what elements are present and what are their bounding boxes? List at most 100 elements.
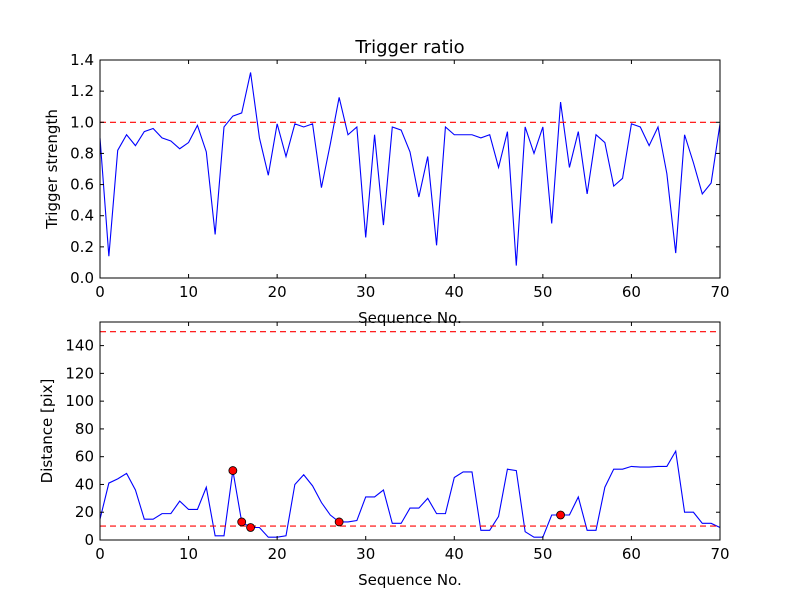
data-point-bottom — [550, 514, 553, 517]
data-point-top — [161, 136, 164, 139]
data-point-bottom — [205, 486, 208, 489]
x-tick-label: 70 — [710, 545, 729, 563]
highlight-marker — [334, 517, 344, 527]
data-point-top — [231, 115, 234, 118]
y-tick-label: 140 — [65, 337, 94, 355]
data-point-top — [347, 133, 350, 136]
y-tick-label: 40 — [75, 475, 94, 493]
y-tick-label: 20 — [75, 503, 94, 521]
data-point-top — [143, 130, 146, 133]
data-point-bottom — [639, 466, 642, 469]
data-point-top — [674, 252, 677, 255]
plot-frame-top — [99, 59, 721, 279]
data-point-bottom — [382, 489, 385, 492]
data-point-top — [426, 155, 429, 158]
data-point-top — [515, 264, 518, 267]
distance-series-group — [99, 449, 721, 539]
data-point-top — [267, 174, 270, 177]
data-point-bottom — [152, 518, 155, 521]
data-point-top — [665, 172, 668, 175]
data-point-bottom — [143, 518, 146, 521]
plot-frame-bottom — [99, 321, 721, 541]
data-point-bottom — [603, 486, 606, 489]
x-tick-label: 20 — [268, 283, 287, 301]
data-point-top — [568, 166, 571, 169]
data-point-top — [471, 133, 474, 136]
y-tick-label: 100 — [65, 392, 94, 410]
x-ticks-top: 0 10 20 30 40 50 60 70 — [95, 60, 730, 301]
data-point-top — [329, 143, 332, 146]
y-tick-label: 120 — [65, 364, 94, 382]
data-point-bottom — [479, 529, 482, 532]
y-tick-label: 0.0 — [70, 269, 94, 287]
data-point-top — [409, 150, 412, 153]
data-point-bottom — [471, 470, 474, 473]
x-ticks-bottom: 0 10 20 30 40 50 60 70 — [95, 322, 730, 563]
data-point-top — [657, 125, 660, 128]
data-point-top — [285, 155, 288, 158]
data-point-top — [595, 133, 598, 136]
data-point-top — [196, 124, 199, 127]
data-point-top — [603, 141, 606, 144]
data-point-top — [125, 133, 128, 136]
distance-threshold-group — [100, 331, 720, 527]
data-point-bottom — [417, 507, 420, 510]
y-tick-label: 0 — [84, 531, 94, 549]
data-point-top — [506, 130, 509, 133]
y-tick-label: 1.4 — [70, 51, 94, 69]
data-point-bottom — [196, 508, 199, 511]
data-point-bottom — [373, 495, 376, 498]
y-axis-label-top: Trigger strength — [43, 109, 61, 230]
trigger-ratio-plot: Trigger ratio 0 10 20 30 40 50 60 70 0.00.20.40… — [43, 37, 730, 327]
data-point-top — [258, 136, 261, 139]
data-point-bottom — [347, 520, 350, 523]
x-tick-label: 50 — [533, 283, 552, 301]
data-point-bottom — [612, 468, 615, 471]
data-point-bottom — [161, 512, 164, 515]
data-point-top — [541, 125, 544, 128]
data-point-bottom — [223, 534, 226, 537]
y-tick-label: 1.0 — [70, 113, 94, 131]
data-point-top — [134, 144, 137, 147]
data-point-top — [178, 147, 181, 150]
data-point-top — [639, 125, 642, 128]
x-tick-label: 70 — [710, 283, 729, 301]
data-point-bottom — [125, 472, 128, 475]
data-point-top — [382, 224, 385, 227]
x-tick-label: 10 — [179, 545, 198, 563]
data-point-top — [249, 71, 252, 74]
data-point-top — [276, 122, 279, 125]
data-point-top — [533, 152, 536, 155]
data-point-bottom — [568, 514, 571, 517]
data-point-bottom — [364, 495, 367, 498]
data-point-bottom — [506, 468, 509, 471]
x-tick-label: 60 — [622, 545, 641, 563]
data-point-bottom — [134, 489, 137, 492]
y-axis-label-bottom: Distance [pix] — [38, 379, 56, 484]
data-point-bottom — [630, 465, 633, 468]
data-point-top — [550, 222, 553, 225]
highlight-marker — [237, 517, 247, 527]
data-point-top — [205, 150, 208, 153]
x-axis-label-top: Sequence No. — [358, 309, 462, 327]
data-point-top — [320, 186, 323, 189]
data-point-top — [577, 130, 580, 133]
data-point-bottom — [267, 536, 270, 539]
y-tick-label: 60 — [75, 448, 94, 466]
data-point-bottom — [533, 536, 536, 539]
x-tick-label: 30 — [356, 283, 375, 301]
data-point-top — [497, 166, 500, 169]
y-tick-label: 1.2 — [70, 82, 94, 100]
data-point-bottom — [595, 529, 598, 532]
data-point-bottom — [577, 495, 580, 498]
data-point-bottom — [648, 466, 651, 469]
data-point-bottom — [169, 512, 172, 515]
data-point-top — [223, 125, 226, 128]
x-tick-label: 40 — [445, 283, 464, 301]
data-point-top — [373, 133, 376, 136]
data-point-bottom — [391, 522, 394, 525]
distance-plot: 0 10 20 30 40 50 60 70 0 20 40 60 80 100 120 140 Seque… — [38, 321, 730, 589]
y-tick-label: 0.4 — [70, 207, 94, 225]
x-tick-label: 20 — [268, 545, 287, 563]
data-point-top — [169, 139, 172, 142]
